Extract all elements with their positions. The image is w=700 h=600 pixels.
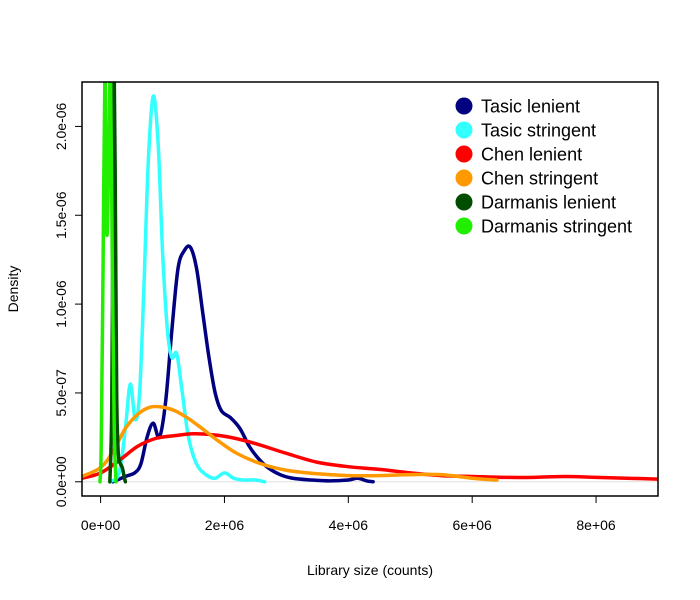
y-tick-label: 0.0e+00 (53, 456, 69, 507)
series-lines (82, 82, 658, 484)
series-line-tasic-lenient (111, 244, 375, 484)
legend-swatch-tasic-lenient (455, 97, 473, 115)
plot-frame (81, 81, 659, 497)
y-tick-label: 1.0e-06 (53, 280, 69, 328)
x-axis: 0e+00 2e+06 4e+06 6e+06 8e+06 (81, 496, 616, 533)
legend-swatch-chen-stringent (455, 169, 473, 187)
legend-label-darmanis-stringent: Darmanis stringent (481, 217, 632, 237)
legend-swatch-darmanis-stringent (455, 217, 473, 235)
x-tick-label: 6e+06 (453, 517, 493, 533)
y-axis: 0.0e+00 5.0e-07 1.0e-06 1.5e-06 2.0e-06 (53, 102, 82, 507)
y-tick-label: 2.0e-06 (53, 102, 69, 150)
series-line-chen-lenient (82, 432, 658, 481)
legend-label-chen-lenient: Chen lenient (481, 145, 582, 165)
legend-swatch-tasic-stringent (455, 121, 473, 139)
series-line-chen-stringent (82, 404, 499, 482)
x-tick-label: 4e+06 (329, 517, 369, 533)
legend-label-tasic-stringent: Tasic stringent (481, 121, 596, 141)
x-tick-label: 8e+06 (576, 517, 616, 533)
legend-label-tasic-lenient: Tasic lenient (481, 97, 580, 117)
y-tick-label: 1.5e-06 (53, 191, 69, 239)
legend-swatch-darmanis-lenient (455, 193, 473, 211)
legend-swatch-chen-lenient (455, 145, 473, 163)
x-tick-label: 0e+00 (81, 517, 121, 533)
legend: Tasic lenient Tasic stringent Chen lenient… (455, 97, 632, 237)
legend-label-darmanis-lenient: Darmanis lenient (481, 193, 616, 213)
x-axis-title: Library size (counts) (307, 562, 433, 578)
y-axis-title: Density (5, 266, 21, 313)
y-tick-label: 5.0e-07 (53, 369, 69, 417)
series-line-darmanis-stringent (98, 82, 118, 484)
x-tick-label: 2e+06 (205, 517, 245, 533)
legend-label-chen-stringent: Chen stringent (481, 169, 598, 189)
series-line-tasic-stringent (108, 94, 267, 484)
